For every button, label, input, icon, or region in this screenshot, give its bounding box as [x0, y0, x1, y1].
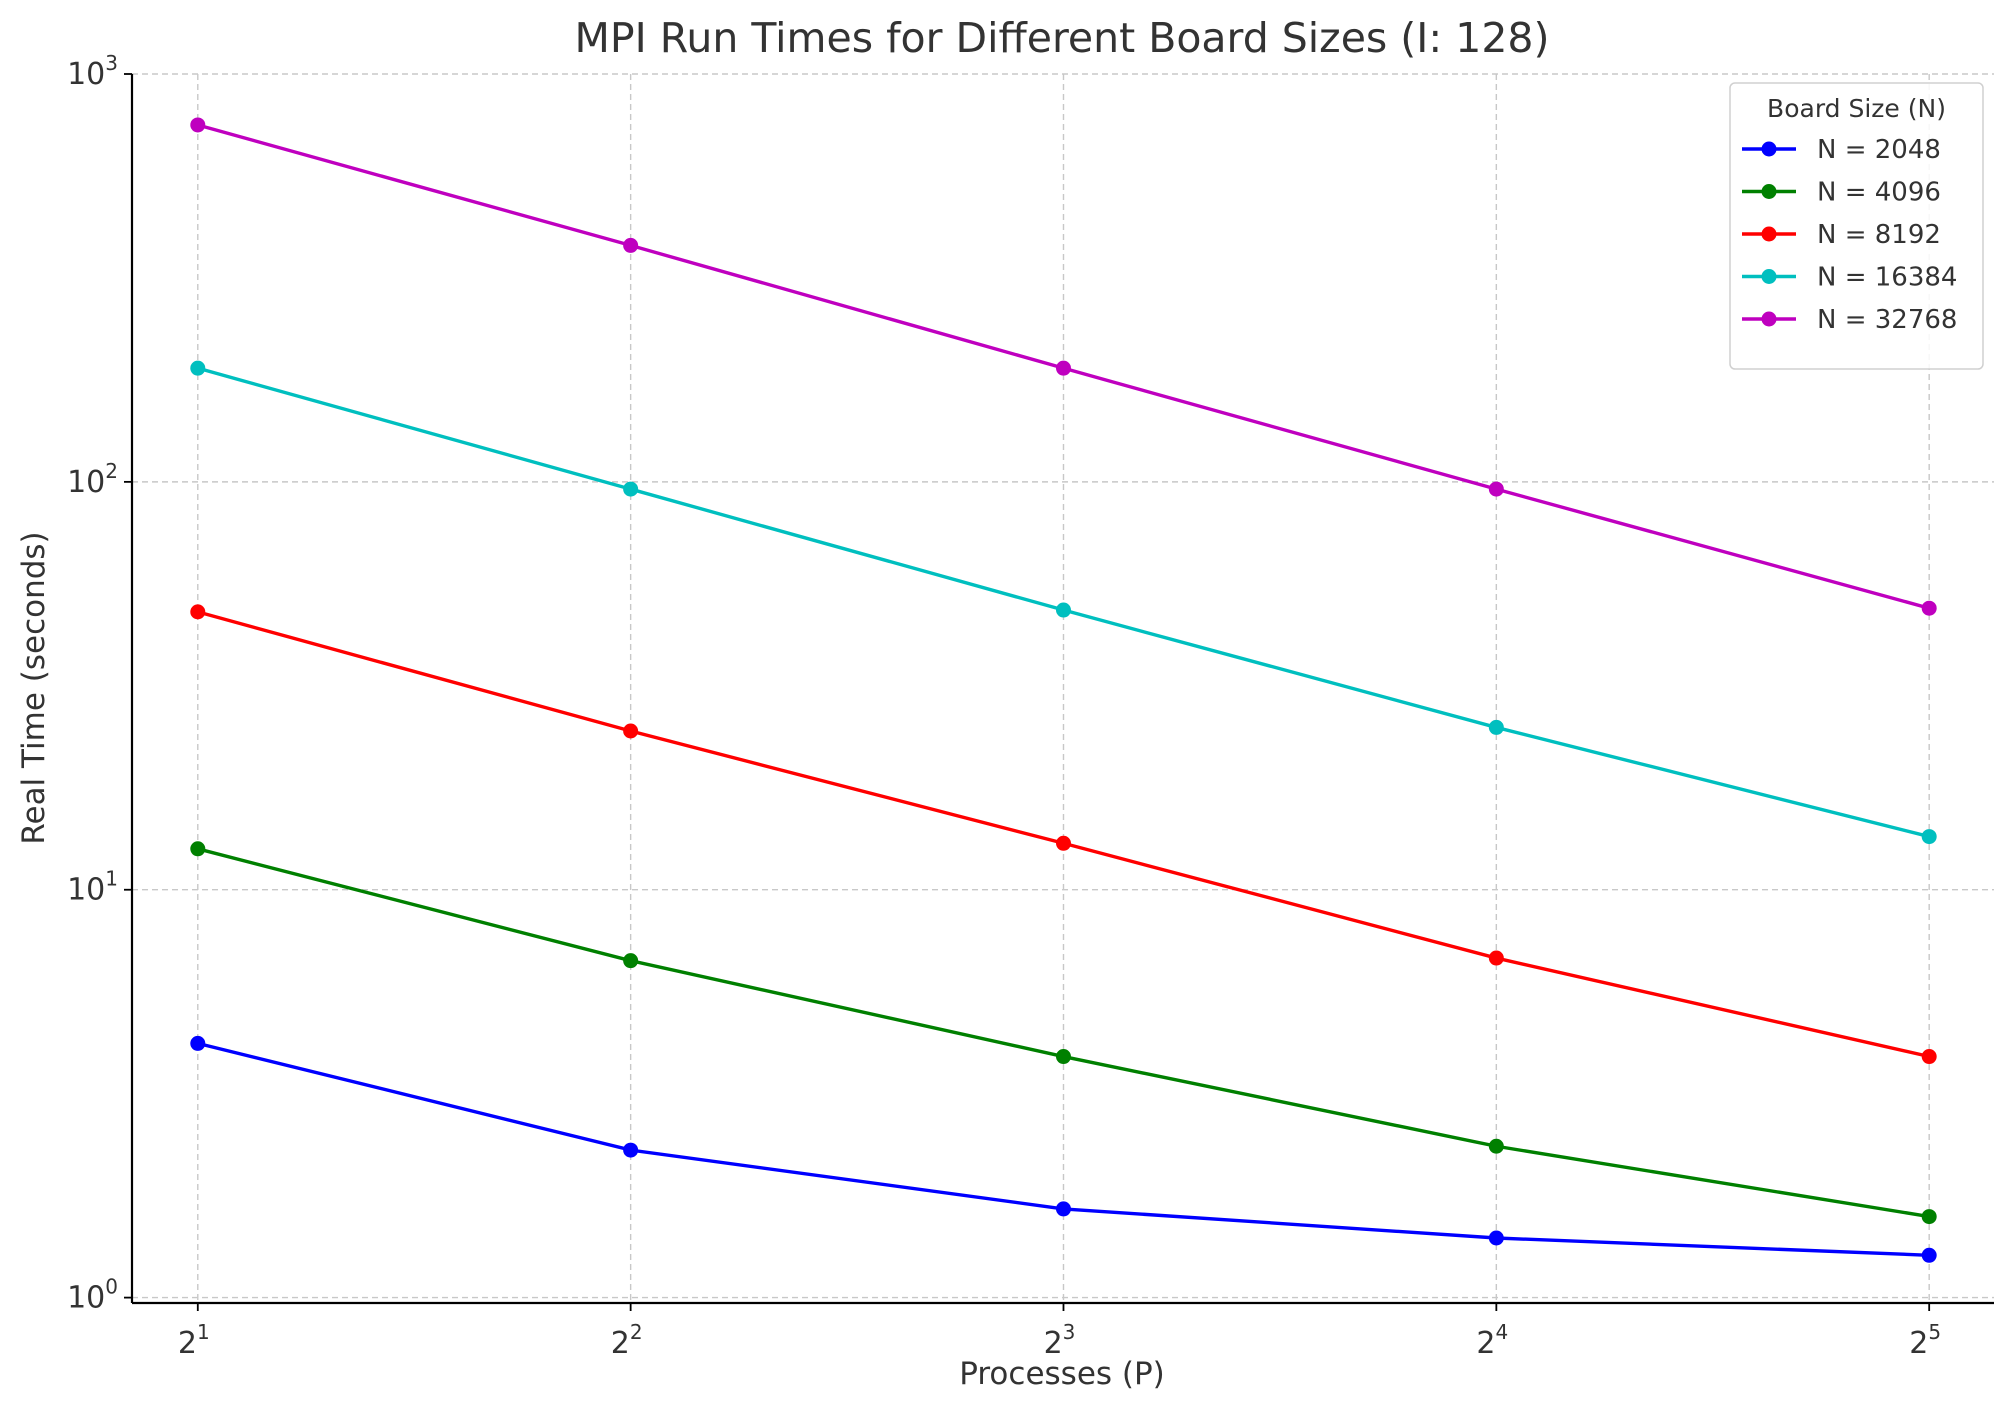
data-point [1055, 1049, 1071, 1065]
data-point [623, 237, 639, 253]
legend-label: N = 32768 [1817, 305, 1957, 335]
data-point [1921, 600, 1937, 616]
legend-label: N = 4096 [1817, 178, 1941, 208]
data-point [1921, 1049, 1937, 1065]
data-point [1488, 719, 1504, 735]
y-tick-exponent: 3 [105, 51, 118, 75]
series-1 [190, 1035, 1937, 1263]
data-point [1055, 1201, 1071, 1217]
data-point [1921, 1209, 1937, 1225]
data-point [1055, 360, 1071, 376]
legend-item: N = 16384 [1742, 263, 1957, 293]
series-group [190, 117, 1937, 1263]
y-tick-exponent: 0 [105, 1275, 118, 1299]
x-axis-label: Processes (P) [959, 1356, 1165, 1392]
x-tick-label: 25 [1909, 1320, 1941, 1361]
legend-box [1729, 82, 1984, 370]
chart-title: MPI Run Times for Different Board Sizes … [575, 14, 1550, 62]
x-tick-label: 21 [178, 1320, 210, 1361]
data-point [1921, 829, 1937, 845]
data-point [190, 1035, 206, 1051]
y-tick-exponent: 2 [105, 459, 118, 483]
data-point [1488, 950, 1504, 966]
legend-item: N = 4096 [1742, 178, 1941, 208]
data-point [1488, 1230, 1504, 1246]
series-4 [190, 360, 1937, 845]
x-tick-exponent: 5 [1928, 1320, 1941, 1344]
series-3 [190, 604, 1937, 1065]
data-point [1055, 602, 1071, 618]
data-point [623, 481, 639, 497]
y-tick-exponent: 1 [105, 867, 118, 891]
legend-marker [1761, 184, 1777, 199]
y-tick-label: 100 [67, 1275, 118, 1316]
data-point [190, 604, 206, 620]
data-point [1488, 1138, 1504, 1154]
legend-label: N = 8192 [1817, 220, 1941, 250]
legend-marker [1761, 141, 1777, 157]
data-point [190, 117, 206, 133]
series-2 [190, 841, 1937, 1225]
data-point [1055, 835, 1071, 851]
x-tick-exponent: 3 [1063, 1320, 1076, 1344]
legend-item: N = 2048 [1742, 135, 1941, 165]
grid [132, 73, 1994, 1303]
legend-item: N = 8192 [1742, 220, 1941, 250]
data-point [1488, 481, 1504, 497]
x-tick-exponent: 1 [197, 1320, 210, 1344]
legend-label: N = 2048 [1817, 135, 1941, 165]
x-tick-exponent: 4 [1496, 1320, 1509, 1344]
legend-item: N = 32768 [1742, 305, 1957, 335]
legend-marker [1761, 226, 1777, 242]
legend: Board Size (N) N = 2048 N = 4096 N = 8192 N … [1729, 82, 1984, 370]
series-5 [190, 117, 1937, 616]
data-point [190, 360, 206, 376]
data-point [623, 953, 639, 969]
legend-marker [1761, 269, 1777, 284]
legend-marker [1761, 311, 1777, 327]
y-axis-label: Real Time (seconds) [16, 531, 52, 844]
x-tick-exponent: 2 [630, 1320, 643, 1344]
data-point [190, 841, 206, 857]
legend-title: Board Size (N) [1767, 94, 1946, 123]
data-point [623, 1142, 639, 1158]
data-point [623, 723, 639, 739]
legend-label: N = 16384 [1817, 263, 1957, 293]
data-point [1921, 1247, 1937, 1263]
